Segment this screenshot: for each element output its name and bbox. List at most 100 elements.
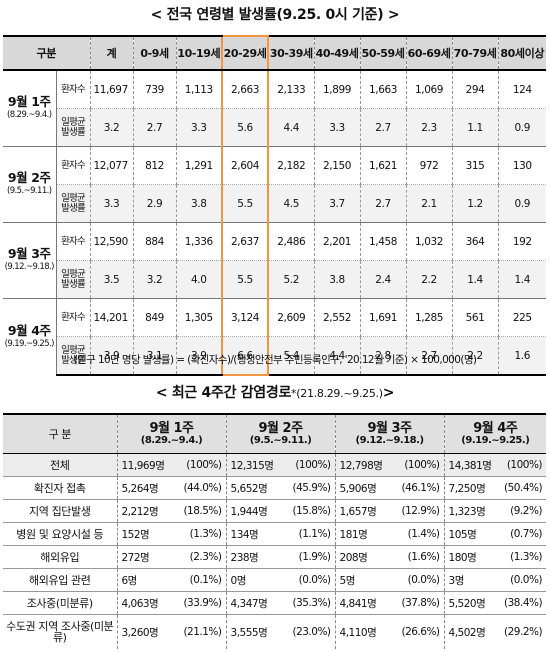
week4-label: 9월 4주 (9.19.~9.25.) <box>3 298 56 375</box>
cell: 105명 <box>443 522 505 546</box>
count-sub-label: 환자수 <box>55 298 91 337</box>
cell: 2.7 <box>405 336 453 376</box>
cell: (23.0%) <box>286 614 336 649</box>
cell: 2.2 <box>405 260 453 299</box>
age-row-week4-count: 9월 4주 (9.19.~9.25.) 환자수 14,201 849 1,305 … <box>3 298 547 375</box>
cell: (33.9%) <box>177 591 227 615</box>
cell: 4.4 <box>313 336 361 376</box>
cell: 5,906명 <box>334 476 396 500</box>
route-label: 확진자 접촉 <box>3 476 117 500</box>
cell: (1.3%) <box>504 545 547 569</box>
cell: 1,899 <box>313 69 361 109</box>
cell: (44.0%) <box>177 476 227 500</box>
cell: 1,113 <box>175 69 223 109</box>
route-table-corner: 구 분 <box>3 413 117 454</box>
cell: (1.4%) <box>395 522 445 546</box>
cell: (38.4%) <box>504 591 547 615</box>
cell: 2.4 <box>359 260 407 299</box>
cell: 7,250명 <box>443 476 505 500</box>
age-incidence-table: 구분 계 0-9세 10-19세 20-29세 30-39세 40-49세 50… <box>3 35 547 376</box>
cell: (18.5%) <box>177 499 227 523</box>
route-row-overseas-related: 해외유입 관련 6명 (0.1%) 0명 (0.0%) 5명 (0.0%) 3명 (0.… <box>3 568 547 592</box>
cell: (1.9%) <box>286 545 336 569</box>
cell: 1.4 <box>451 260 499 299</box>
route-label: 병원 및 요양시설 등 <box>3 522 117 546</box>
cell: 4,502명 <box>443 614 505 649</box>
cell: 5.5 <box>221 260 270 299</box>
route-label: 수도권 지역 조사중(미분류) <box>3 614 117 649</box>
cell: 1.4 <box>497 260 547 299</box>
cell: 124 <box>497 69 547 109</box>
age-header-total: 계 <box>89 35 134 71</box>
cell: 2.1 <box>405 184 453 223</box>
cell: 181명 <box>334 522 396 546</box>
age-table-header-row: 구분 계 0-9세 10-19세 20-29세 30-39세 40-49세 50… <box>3 35 547 71</box>
age-header-40-49: 40-49세 <box>313 35 361 71</box>
cell: 1,285 <box>405 298 453 337</box>
cell: 4,063명 <box>116 591 177 615</box>
cell: (0.0%) <box>395 568 445 592</box>
age-header-0-9: 0-9세 <box>132 35 177 71</box>
incidence-formula-note: (인구 10만 명당 발생률) = (확진자수)/(행정안전부 주민등록인구, … <box>73 354 477 366</box>
cell: 739 <box>132 69 177 109</box>
age-row-week1-count: 9월 1주 (8.29.~9.4.) 환자수 11,697 739 1,113 2… <box>3 69 547 147</box>
cell: 3.9 <box>175 336 223 376</box>
cell: 0.9 <box>497 184 547 223</box>
infection-route-title-text: < 최근 4주간 감염경로 <box>155 385 292 401</box>
count-sub-label: 환자수 <box>55 146 91 185</box>
cell: 2,663 <box>221 69 270 109</box>
cell: 5,652명 <box>225 476 287 500</box>
route-row-capital-under-investigation: 수도권 지역 조사중(미분류) 3,260명 (21.1%) 3,555명 (23.… <box>3 614 547 649</box>
cell: 1.1 <box>451 108 499 147</box>
avg-sub-label: 일평균 발생률 <box>55 184 91 223</box>
cell: 3.8 <box>313 260 361 299</box>
cell: (21.1%) <box>177 614 227 649</box>
age-row-week3-count: 9월 3주 (9.12.~9.18.) 환자수 12,590 884 1,336 … <box>3 222 547 299</box>
cell: 2.3 <box>405 108 453 147</box>
age-header-20-29: 20-29세 <box>221 35 270 71</box>
cell: 364 <box>451 222 499 261</box>
cell: 14,201 <box>89 298 134 337</box>
cell: 1,069 <box>405 69 453 109</box>
cell: 3.2 <box>89 108 134 147</box>
cell: (9.2%) <box>504 499 547 523</box>
route-label: 지역 집단발생 <box>3 499 117 523</box>
cell: 4,347명 <box>225 591 287 615</box>
cell: 2.2 <box>451 336 499 376</box>
cell: 208명 <box>334 545 396 569</box>
cell: 2.7 <box>359 108 407 147</box>
cell: 152명 <box>116 522 177 546</box>
age-row-week4-avg: 일평균 발생률 3.9 3.1 3.9 6.6 5.4 4.4 2.8 2.7 … <box>3 336 547 376</box>
route-header-week2: 9월 2주 (9.5.~9.11.) <box>225 413 336 454</box>
cell: 130 <box>497 146 547 185</box>
cell: (0.1%) <box>177 568 227 592</box>
cell: 812 <box>132 146 177 185</box>
cell: 5.2 <box>267 260 315 299</box>
cell: 2,212명 <box>116 499 177 523</box>
cell: 3명 <box>443 568 505 592</box>
cell: (100%) <box>395 453 445 477</box>
cell: 2,604 <box>221 146 270 185</box>
cell: 2,182 <box>267 146 315 185</box>
infection-route-title: < 최근 4주간 감염경로*(21.8.29.~9.25.)> <box>0 382 550 402</box>
route-row-overseas: 해외유입 272명 (2.3%) 238명 (1.9%) 208명 (1.6%) 18… <box>3 545 547 569</box>
cell: 11,969명 <box>116 453 177 477</box>
cell: (12.9%) <box>395 499 445 523</box>
route-row-cluster: 지역 집단발생 2,212명 (18.5%) 1,944명 (15.8%) 1,65… <box>3 499 547 523</box>
cell: 5,520명 <box>443 591 505 615</box>
cell: 134명 <box>225 522 287 546</box>
cell: 315 <box>451 146 499 185</box>
cell: (15.8%) <box>286 499 336 523</box>
cell: 2.8 <box>359 336 407 376</box>
cell: 4.4 <box>267 108 315 147</box>
cell: 192 <box>497 222 547 261</box>
cell: 12,798명 <box>334 453 396 477</box>
age-row-week3-avg: 일평균 발생률 3.5 3.2 4.0 5.5 5.2 3.8 2.4 2.2 … <box>3 260 547 299</box>
route-table-header-row: 구 분 9월 1주 (8.29.~9.4.) 9월 2주 (9.5.~9.11.) … <box>3 413 547 454</box>
cell: 5,264명 <box>116 476 177 500</box>
route-row-hospital: 병원 및 요양시설 등 152명 (1.3%) 134명 (1.1%) 181명 (1… <box>3 522 547 546</box>
age-incidence-title-text: < 전국 연령별 발생률(9.25. 0시 기준) > <box>150 7 400 23</box>
cell: (2.3%) <box>177 545 227 569</box>
cell: (46.1%) <box>395 476 445 500</box>
cell: (0.0%) <box>286 568 336 592</box>
